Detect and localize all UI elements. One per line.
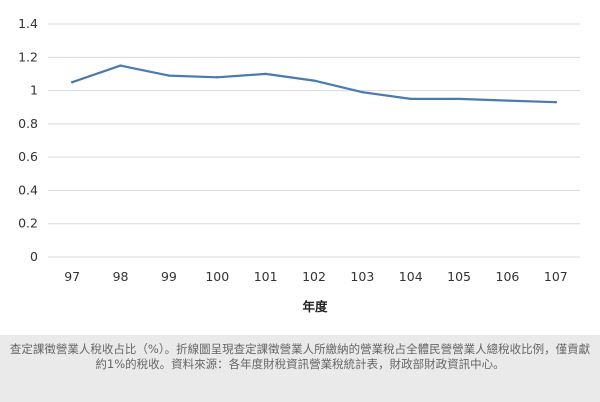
y-tick-label: 0.4 — [18, 182, 38, 197]
y-tick-label: 1.4 — [18, 16, 38, 31]
x-tick-label: 100 — [205, 269, 229, 284]
series-line — [71, 64, 557, 104]
data-point — [167, 74, 171, 77]
data-point — [264, 72, 267, 76]
y-tick-label: 0.8 — [18, 116, 38, 131]
x-tick-label: 104 — [399, 269, 423, 284]
x-tick-label: 103 — [350, 269, 374, 284]
line-chart: 0 0.2 0.4 0.6 0.8 1 1.2 1.4 97 98 99 100 101 102 103 1… — [18, 16, 580, 314]
chart-card: 0 0.2 0.4 0.6 0.8 1 1.2 1.4 97 98 99 100 101 102 103 1… — [0, 0, 600, 335]
x-tick-label: 98 — [113, 269, 129, 284]
x-tick-label: 101 — [254, 269, 278, 284]
y-tick-label: 0.2 — [18, 216, 38, 231]
data-point — [457, 97, 461, 101]
gridlines — [48, 23, 580, 258]
figure-caption: 查定課徵營業人稅收占比（%）。折線圖呈現查定課徵營業人所繳納的營業稅占全體民營營… — [9, 342, 591, 371]
x-tick-label: 107 — [544, 269, 568, 284]
data-point — [70, 81, 74, 84]
x-tick-label: 99 — [161, 269, 177, 284]
data-point — [554, 101, 558, 104]
y-tick-label: 1.2 — [18, 49, 38, 64]
x-tick-label: 102 — [302, 269, 326, 284]
x-tick-label: 97 — [64, 269, 80, 284]
x-axis-title: 年度 — [302, 299, 328, 314]
y-tick-label: 0 — [30, 249, 38, 264]
y-tick-label: 1 — [30, 83, 38, 98]
y-tick-label: 0.6 — [18, 149, 38, 164]
data-point — [312, 79, 316, 82]
series-layer — [70, 64, 558, 104]
y-axis-ticks: 0 0.2 0.4 0.6 0.8 1 1.2 1.4 — [18, 16, 38, 264]
x-tick-label: 106 — [496, 269, 520, 284]
data-point — [409, 97, 412, 101]
data-point — [361, 91, 364, 94]
x-axis-ticks: 97 98 99 100 101 102 103 104 105 106 107 — [64, 269, 568, 284]
data-point — [506, 99, 509, 102]
x-tick-label: 105 — [447, 269, 471, 284]
data-point — [119, 64, 122, 67]
data-point — [216, 76, 219, 79]
